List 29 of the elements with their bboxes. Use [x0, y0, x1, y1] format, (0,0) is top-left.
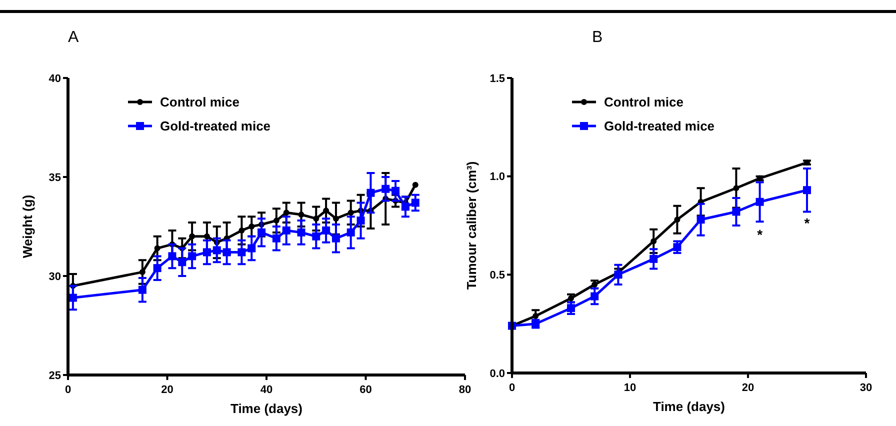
- y-tick-label: 25: [48, 370, 61, 382]
- y-tick-label: 1.0: [490, 171, 505, 184]
- y-tick-label: 0.5: [490, 270, 505, 282]
- x-tick-label: 40: [260, 384, 273, 396]
- y-tick-label: 35: [48, 172, 61, 184]
- y-tick-label: 0.0: [490, 368, 505, 380]
- chart-title: A: [68, 29, 79, 46]
- x-axis-title: Time (days): [652, 399, 726, 414]
- legend-label: Gold-treated mice: [604, 118, 715, 134]
- x-tick-label: 10: [624, 382, 636, 394]
- legend-label: Control mice: [604, 94, 684, 110]
- y-tick-label: 40: [48, 72, 61, 85]
- x-tick-label: 20: [742, 382, 754, 394]
- annotation: *: [757, 226, 764, 243]
- y-axis-title: Tumour caliber (cm³): [464, 161, 479, 290]
- legend-label: Gold-treated mice: [160, 118, 271, 134]
- legend-label: Control mice: [160, 94, 240, 110]
- x-tick-label: 30: [860, 382, 872, 394]
- annotation: *: [804, 214, 810, 231]
- chart-title: B: [592, 29, 603, 46]
- y-axis-title: Weight (g): [20, 194, 35, 258]
- y-tick-label: 30: [48, 270, 61, 283]
- x-tick-label: 0: [508, 382, 516, 394]
- x-tick-label: 60: [360, 384, 372, 396]
- x-tick-label: 0: [64, 384, 72, 396]
- x-axis-title: Time (days): [230, 401, 303, 416]
- x-tick-label: 80: [458, 384, 472, 396]
- y-tick-label: 1.5: [490, 72, 505, 85]
- x-tick-label: 20: [161, 384, 174, 396]
